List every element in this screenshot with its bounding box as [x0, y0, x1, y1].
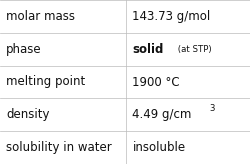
Text: 143.73 g/mol: 143.73 g/mol	[132, 10, 211, 23]
Text: 1900 °C: 1900 °C	[132, 75, 180, 89]
Text: melting point: melting point	[6, 75, 86, 89]
Text: molar mass: molar mass	[6, 10, 75, 23]
Text: 4.49 g/cm: 4.49 g/cm	[132, 108, 192, 121]
Text: insoluble: insoluble	[132, 141, 186, 154]
Text: density: density	[6, 108, 50, 121]
Text: solid: solid	[132, 43, 164, 56]
Text: (at STP): (at STP)	[176, 45, 212, 54]
Text: 3: 3	[209, 104, 214, 113]
Text: solubility in water: solubility in water	[6, 141, 112, 154]
Text: phase: phase	[6, 43, 42, 56]
